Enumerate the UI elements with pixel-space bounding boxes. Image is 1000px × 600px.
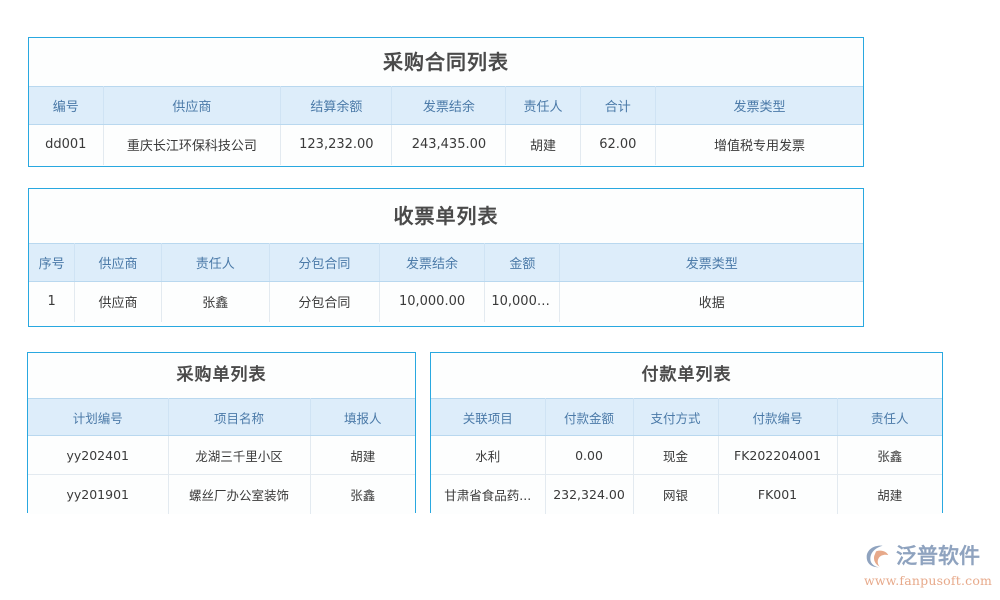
column-header[interactable]: 合计: [580, 86, 657, 125]
cell-owner: 胡建: [837, 474, 942, 514]
fanpu-logo-icon: [866, 545, 889, 568]
column-header[interactable]: 计划编号: [28, 398, 169, 436]
column-header[interactable]: 结算余额: [280, 86, 393, 125]
table-row[interactable]: dd001 重庆长江环保科技公司 123,232.00 243,435.00 胡…: [29, 124, 863, 165]
cell-project-name: 螺丝厂办公室装饰: [168, 474, 311, 514]
cell-payment-amount: 0.00: [545, 435, 634, 475]
column-header[interactable]: 责任人: [837, 398, 942, 436]
panel-invoice-receipt: 收票单列表 序号 供应商 责任人 分包合同 发票结余 金额 发票类型: [28, 188, 864, 327]
cell-invoice-balance: 10,000.00: [379, 281, 486, 322]
cell-payment-method: 网银: [633, 474, 719, 514]
cell-payment-code: FK001: [718, 474, 838, 514]
column-header[interactable]: 关联项目: [431, 398, 546, 436]
column-header[interactable]: 供应商: [103, 86, 282, 125]
table-purchase-contract: 编号 供应商 结算余额 发票结余 责任人 合计 发票类型 dd001 重庆长江环…: [29, 86, 863, 165]
panel-purchase-order: 采购单列表 计划编号 项目名称 填报人 yy202401 龙湖三千里小区 胡建: [27, 352, 416, 514]
panel-title-invoice-receipt: 收票单列表: [29, 189, 863, 243]
panel-title-purchase-order: 采购单列表: [28, 353, 415, 398]
cell-total: 62.00: [580, 124, 657, 165]
brand-row: 泛普软件: [862, 540, 992, 572]
table-purchase-order: 计划编号 项目名称 填报人 yy202401 龙湖三千里小区 胡建 yy2019…: [28, 398, 415, 514]
column-header[interactable]: 项目名称: [168, 398, 311, 436]
panel-title-payment-order: 付款单列表: [431, 353, 942, 398]
brand-url: www.fanpusoft.com: [864, 573, 993, 588]
cell-index: 1: [29, 281, 76, 322]
column-header[interactable]: 付款金额: [545, 398, 634, 436]
cell-owner: 张鑫: [161, 281, 270, 322]
column-header[interactable]: 填报人: [310, 398, 415, 436]
panel-payment-order: 付款单列表 关联项目 付款金额 支付方式 付款编号 责任人 水利 0.00 现金: [430, 352, 943, 514]
table-row[interactable]: 1 供应商 张鑫 分包合同 10,000.00 10,000.00 收据: [29, 281, 863, 322]
column-header[interactable]: 发票结余: [379, 243, 486, 282]
table-header-row: 计划编号 项目名称 填报人: [28, 398, 415, 436]
table-row[interactable]: yy201901 螺丝厂办公室装饰 张鑫: [28, 474, 415, 514]
cell-payment-method: 现金: [633, 435, 719, 475]
cell-amount: 10,000.00: [484, 281, 561, 322]
cell-supplier: 供应商: [74, 281, 162, 322]
column-header[interactable]: 发票类型: [655, 86, 863, 125]
panel-purchase-contract: 采购合同列表 编号 供应商 结算余额 发票结余 责任人 合计 发票类型: [28, 37, 864, 167]
column-header[interactable]: 发票类型: [559, 243, 863, 282]
table-header-row: 序号 供应商 责任人 分包合同 发票结余 金额 发票类型: [29, 243, 863, 282]
table-row[interactable]: 水利 0.00 现金 FK202204001 张鑫: [431, 435, 942, 475]
brand-name: 泛普软件: [896, 543, 980, 568]
column-header[interactable]: 责任人: [161, 243, 270, 282]
table-row[interactable]: 甘肃省食品药... 232,324.00 网银 FK001 胡建: [431, 474, 942, 514]
cell-payment-amount: 232,324.00: [545, 474, 634, 514]
column-header[interactable]: 付款编号: [718, 398, 838, 436]
cell-invoice-type: 收据: [559, 281, 863, 322]
cell-supplier: 重庆长江环保科技公司: [103, 124, 282, 165]
table-invoice-receipt: 序号 供应商 责任人 分包合同 发票结余 金额 发票类型 1 供应商 张鑫 分包…: [29, 243, 863, 322]
table-payment-order: 关联项目 付款金额 支付方式 付款编号 责任人 水利 0.00 现金 FK202…: [431, 398, 942, 514]
cell-code: dd001: [29, 124, 104, 165]
panel-title-purchase-contract: 采购合同列表: [29, 38, 863, 86]
cell-settlement-balance: 123,232.00: [280, 124, 393, 165]
cell-payment-code: FK202204001: [718, 435, 838, 475]
cell-reporter: 胡建: [310, 435, 415, 475]
cell-subcontract: 分包合同: [269, 281, 380, 322]
cell-project-name: 龙湖三千里小区: [168, 435, 311, 475]
table-row[interactable]: yy202401 龙湖三千里小区 胡建: [28, 435, 415, 475]
column-header[interactable]: 责任人: [505, 86, 581, 125]
column-header[interactable]: 编号: [29, 86, 104, 125]
table-header-row: 关联项目 付款金额 支付方式 付款编号 责任人: [431, 398, 942, 436]
table-header-row: 编号 供应商 结算余额 发票结余 责任人 合计 发票类型: [29, 86, 863, 125]
cell-related-project: 水利: [431, 435, 546, 475]
cell-plan-code: yy201901: [28, 474, 169, 514]
column-header[interactable]: 供应商: [74, 243, 162, 282]
column-header[interactable]: 支付方式: [633, 398, 719, 436]
column-header[interactable]: 发票结余: [391, 86, 507, 125]
column-header[interactable]: 序号: [29, 243, 76, 282]
column-header[interactable]: 分包合同: [269, 243, 380, 282]
column-header[interactable]: 金额: [484, 243, 561, 282]
cell-plan-code: yy202401: [28, 435, 169, 475]
cell-owner: 张鑫: [837, 435, 942, 475]
cell-invoice-type: 增值税专用发票: [655, 124, 863, 165]
brand-watermark: 泛普软件 www.fanpusoft.com: [862, 540, 992, 594]
cell-related-project: 甘肃省食品药...: [431, 474, 546, 514]
cell-reporter: 张鑫: [310, 474, 415, 514]
cell-owner: 胡建: [505, 124, 581, 165]
cell-invoice-balance: 243,435.00: [391, 124, 507, 165]
